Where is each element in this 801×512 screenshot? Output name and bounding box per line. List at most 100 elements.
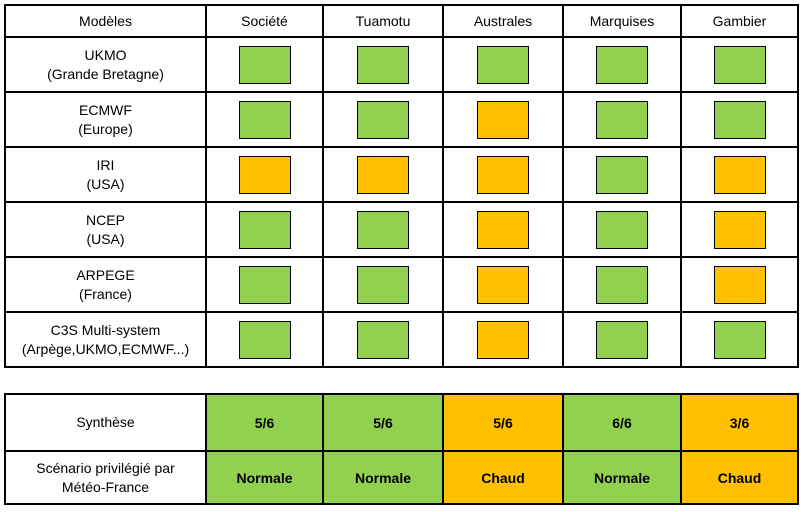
model-row: ECMWF (Europe) xyxy=(4,91,799,148)
forecast-cell xyxy=(442,91,564,148)
synthesis-value: 5/6 xyxy=(442,393,564,452)
forecast-cell xyxy=(442,311,564,368)
green-swatch xyxy=(596,265,648,304)
model-origin: (Arpège,UKMO,ECMWF...) xyxy=(21,340,190,357)
orange-swatch xyxy=(357,155,409,194)
forecast-cell xyxy=(562,311,682,368)
green-swatch xyxy=(477,45,529,84)
model-origin: (Grande Bretagne) xyxy=(47,65,164,82)
model-row: ARPEGE (France) xyxy=(4,256,799,313)
orange-swatch xyxy=(713,265,766,304)
column-header: Marquises xyxy=(562,4,682,38)
forecast-cell xyxy=(680,146,799,203)
forecast-cell xyxy=(205,91,324,148)
scenario-value: Normale xyxy=(562,450,682,505)
model-name: ARPEGE xyxy=(76,266,135,283)
model-row: UKMO (Grande Bretagne) xyxy=(4,36,799,93)
scenario-row: Scénario privilégié par Météo-France Norma… xyxy=(4,450,799,505)
forecast-cell xyxy=(442,146,564,203)
green-swatch xyxy=(238,210,291,249)
model-label-cell: C3S Multi-system (Arpège,UKMO,ECMWF...) xyxy=(4,311,207,368)
green-swatch xyxy=(357,45,409,84)
forecast-cell xyxy=(680,201,799,258)
model-label-cell: ARPEGE (France) xyxy=(4,256,207,313)
forecast-cell xyxy=(442,36,564,93)
column-header: Société xyxy=(205,4,324,38)
synthesis-table: Synthèse 5/6 5/6 5/6 6/6 3/6 Scénario privilég… xyxy=(4,393,799,505)
forecast-cell xyxy=(322,311,444,368)
synthesis-table-body: Synthèse 5/6 5/6 5/6 6/6 3/6 Scénario privilég… xyxy=(4,393,799,505)
green-swatch xyxy=(596,155,648,194)
synthesis-value: 3/6 xyxy=(680,393,799,452)
orange-swatch xyxy=(477,155,529,194)
green-swatch xyxy=(238,320,291,359)
synthesis-label: Synthèse xyxy=(4,393,207,452)
orange-swatch xyxy=(477,100,529,139)
green-swatch xyxy=(713,100,766,139)
green-swatch xyxy=(238,265,291,304)
forecast-cell xyxy=(322,36,444,93)
green-swatch xyxy=(238,45,291,84)
model-label-cell: IRI (USA) xyxy=(4,146,207,203)
model-row: IRI (USA) xyxy=(4,146,799,203)
scenario-label: Scénario privilégié par Météo-France xyxy=(4,450,207,505)
green-swatch xyxy=(596,100,648,139)
model-name: NCEP xyxy=(86,211,125,228)
forecast-cell xyxy=(205,36,324,93)
green-swatch xyxy=(238,100,291,139)
model-label-cell: NCEP (USA) xyxy=(4,201,207,258)
green-swatch xyxy=(596,210,648,249)
green-swatch xyxy=(596,45,648,84)
green-swatch xyxy=(596,320,648,359)
green-swatch xyxy=(713,320,766,359)
model-origin: (USA) xyxy=(86,230,125,247)
synthesis-row: Synthèse 5/6 5/6 5/6 6/6 3/6 xyxy=(4,393,799,452)
forecast-cell xyxy=(322,201,444,258)
green-swatch xyxy=(357,265,409,304)
forecast-cell xyxy=(322,256,444,313)
models-table-body: UKMO (Grande Bretagne) ECMWF (Europe) IRI (US… xyxy=(4,36,799,368)
orange-swatch xyxy=(477,320,529,359)
orange-swatch xyxy=(713,155,766,194)
forecast-cell xyxy=(680,311,799,368)
forecast-cell xyxy=(205,311,324,368)
forecast-cell xyxy=(562,36,682,93)
orange-swatch xyxy=(713,210,766,249)
orange-swatch xyxy=(477,210,529,249)
summary-label-line: Synthèse xyxy=(76,414,135,430)
summary-label-line: Météo-France xyxy=(61,478,150,495)
model-name: C3S Multi-system xyxy=(50,321,161,338)
column-header: Gambier xyxy=(680,4,799,38)
model-name: UKMO xyxy=(84,46,127,63)
forecast-cell xyxy=(442,201,564,258)
forecast-cell xyxy=(205,256,324,313)
orange-swatch xyxy=(477,265,529,304)
forecast-cell xyxy=(442,256,564,313)
model-label-cell: UKMO (Grande Bretagne) xyxy=(4,36,207,93)
forecast-cell xyxy=(680,91,799,148)
forecast-cell xyxy=(562,256,682,313)
synthesis-value: 5/6 xyxy=(205,393,324,452)
forecast-cell xyxy=(322,91,444,148)
scenario-value: Chaud xyxy=(680,450,799,505)
scenario-value: Normale xyxy=(205,450,324,505)
scenario-value: Normale xyxy=(322,450,444,505)
column-header: Modèles xyxy=(4,4,207,38)
column-header: Australes xyxy=(442,4,564,38)
green-swatch xyxy=(357,210,409,249)
forecast-cell xyxy=(680,256,799,313)
forecast-cell xyxy=(205,201,324,258)
model-name: ECMWF xyxy=(79,101,132,118)
header-row: Modèles Société Tuamotu Australes Marquises G… xyxy=(4,4,799,38)
synthesis-value: 6/6 xyxy=(562,393,682,452)
scenario-value: Chaud xyxy=(442,450,564,505)
forecast-cell xyxy=(322,146,444,203)
column-header: Tuamotu xyxy=(322,4,444,38)
model-origin: (Europe) xyxy=(78,120,133,137)
models-table-header: Modèles Société Tuamotu Australes Marquises G… xyxy=(4,4,799,38)
orange-swatch xyxy=(238,155,291,194)
summary-label-line: Scénario privilégié par xyxy=(36,459,175,476)
green-swatch xyxy=(713,45,766,84)
synthesis-value: 5/6 xyxy=(322,393,444,452)
